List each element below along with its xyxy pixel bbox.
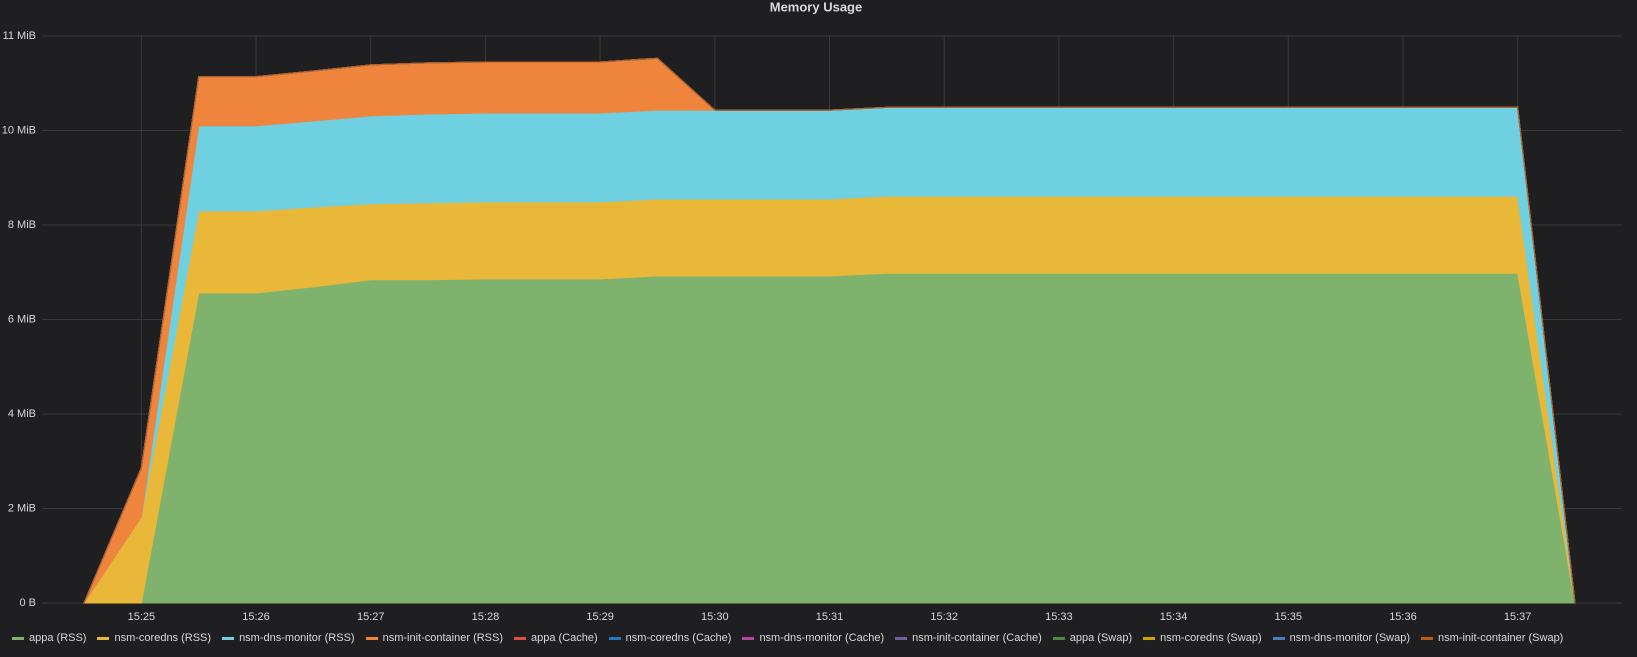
area <box>84 272 1576 604</box>
y-tick-label: 0 B <box>19 597 36 609</box>
legend-swatch <box>895 636 908 640</box>
x-tick-label: 15:26 <box>242 611 270 623</box>
y-tick-label: 11 MiB <box>3 30 36 42</box>
areas <box>83 57 1576 604</box>
x-tick-label: 15:31 <box>816 611 844 623</box>
legend-label: nsm-dns-monitor (Cache) <box>759 632 885 644</box>
legend-swatch <box>1272 636 1285 640</box>
legend-swatch <box>742 636 755 640</box>
legend: appa (RSS) nsm-coredns (RSS) nsm-dns-monit… <box>12 632 1563 644</box>
legend-label: nsm-init-container (RSS) <box>382 632 504 644</box>
legend-label: nsm-coredns (Cache) <box>625 632 732 644</box>
y-tick-label: 8 MiB <box>8 219 36 231</box>
x-tick-label: 15:34 <box>1160 611 1188 623</box>
x-tick-label: 15:25 <box>128 611 156 623</box>
x-tick-label: 15:32 <box>930 611 958 623</box>
legend-swatch <box>1421 636 1434 640</box>
legend-swatch <box>365 636 378 640</box>
legend-item[interactable]: nsm-coredns (Swap) <box>1143 632 1262 644</box>
legend-swatch <box>514 636 527 640</box>
x-tick-label: 15:37 <box>1504 611 1532 623</box>
legend-swatch <box>1052 636 1065 640</box>
legend-label: nsm-init-container (Cache) <box>912 632 1042 644</box>
legend-label: nsm-coredns (Swap) <box>1160 632 1262 644</box>
legend-swatch <box>1143 636 1156 640</box>
legend-label: nsm-dns-monitor (Swap) <box>1289 632 1411 644</box>
chart: Memory Usage 0 B 2 MiB 4 MiB 6 MiB 8 MiB 10 M… <box>2 0 1622 623</box>
legend-item[interactable]: appa (Cache) <box>514 632 598 644</box>
x-tick-label: 15:33 <box>1045 611 1073 623</box>
chart-title: Memory Usage <box>770 0 862 14</box>
legend-item[interactable]: appa (RSS) <box>12 632 86 644</box>
x-tick-label: 15:28 <box>472 611 500 623</box>
legend-item[interactable]: nsm-dns-monitor (RSS) <box>222 632 355 644</box>
legend-swatch <box>12 636 24 640</box>
x-tick-label: 15:27 <box>357 611 385 623</box>
y-tick-label: 2 MiB <box>8 502 36 514</box>
legend-item[interactable]: nsm-coredns (Cache) <box>608 632 732 644</box>
legend-label: nsm-init-container (Swap) <box>1438 632 1564 644</box>
area <box>83 57 1576 604</box>
legend-swatch <box>97 636 110 640</box>
legend-item[interactable]: nsm-init-container (Cache) <box>895 632 1042 644</box>
legend-label: appa (Swap) <box>1069 632 1133 644</box>
legend-label: nsm-coredns (RSS) <box>114 632 212 644</box>
x-tick-label: 15:29 <box>586 611 614 623</box>
legend-item[interactable]: nsm-init-container (RSS) <box>365 632 504 644</box>
legend-item[interactable]: nsm-dns-monitor (Cache) <box>742 632 884 644</box>
y-tick-label: 10 MiB <box>2 124 36 136</box>
legend-label: appa (Cache) <box>531 632 598 644</box>
y-tick-label: 4 MiB <box>8 408 36 420</box>
x-tick-label: 15:36 <box>1389 611 1417 623</box>
legend-label: appa (RSS) <box>29 632 87 644</box>
legend-swatch <box>222 636 235 640</box>
x-tick-label: 15:30 <box>701 611 729 623</box>
y-tick-label: 6 MiB <box>8 313 36 325</box>
legend-label: nsm-dns-monitor (RSS) <box>239 632 355 644</box>
x-tick-label: 15:35 <box>1275 611 1303 623</box>
legend-item[interactable]: nsm-dns-monitor (Swap) <box>1272 632 1411 644</box>
legend-item[interactable]: nsm-coredns (RSS) <box>97 632 211 644</box>
legend-swatch <box>608 636 621 640</box>
legend-item[interactable]: appa (Swap) <box>1052 632 1133 644</box>
legend-item[interactable]: nsm-init-container (Swap) <box>1421 632 1563 644</box>
